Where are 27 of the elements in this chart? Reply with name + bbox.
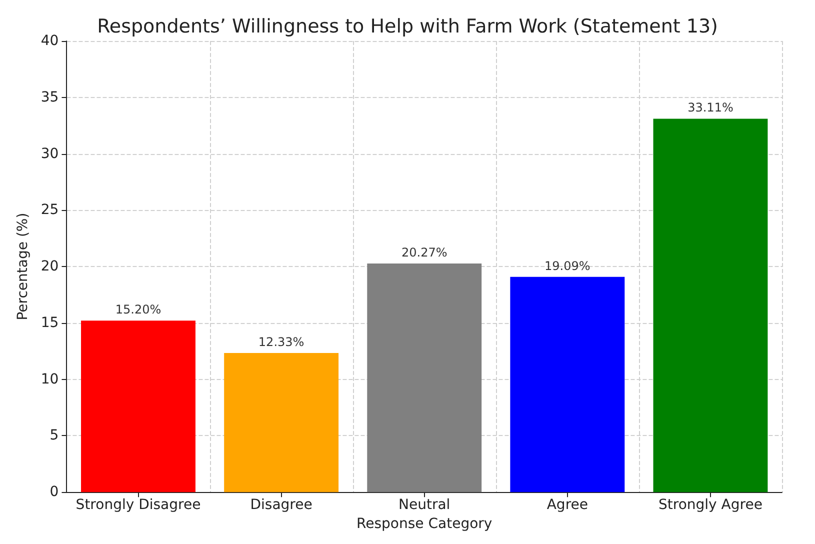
data-label: 15.20%: [115, 302, 162, 317]
x-axis-title: Response Category: [356, 516, 492, 532]
y-tick-label: 20: [40, 258, 59, 275]
bar: [653, 118, 768, 492]
y-tick-label: 0: [50, 484, 59, 500]
chart-title: Respondents’ Willingness to Help with Farm Work (Statement 13): [97, 16, 718, 38]
y-tick-label: 35: [40, 89, 59, 106]
y-tick-label: 30: [40, 146, 59, 162]
bar: [81, 320, 196, 492]
data-label: 33.11%: [688, 100, 734, 115]
y-tick-label: 5: [50, 428, 59, 444]
y-tick-label: 15: [40, 314, 59, 331]
y-tick-label: 10: [40, 371, 59, 388]
x-tick-label: Disagree: [250, 497, 312, 514]
x-tick-label: Neutral: [398, 497, 450, 514]
x-tick-label: Strongly Agree: [658, 497, 762, 514]
x-tick-label: Agree: [546, 497, 588, 514]
y-tick-label: 40: [40, 33, 59, 49]
bar: [367, 264, 482, 492]
x-tick-label: Strongly Disagree: [76, 497, 201, 514]
data-label: 12.33%: [258, 335, 304, 350]
bar: [510, 276, 625, 492]
data-label: 19.09%: [544, 258, 590, 273]
bar: [224, 353, 339, 492]
data-label: 20.27%: [401, 246, 448, 260]
y-tick-label: 25: [40, 202, 59, 218]
y-axis-title: Percentage (%): [15, 212, 31, 320]
